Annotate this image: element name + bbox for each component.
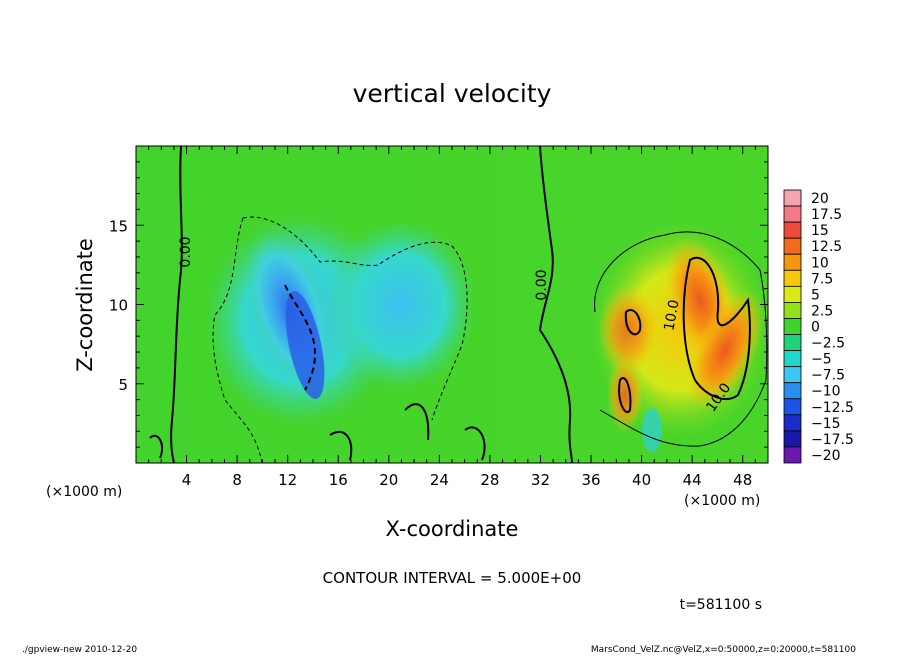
colorbar-swatch bbox=[783, 334, 802, 351]
x-axis-label: X-coordinate bbox=[386, 517, 519, 541]
colorbar-label: −5 bbox=[811, 352, 832, 368]
y-tick-label: 15 bbox=[109, 217, 128, 235]
contour-interval: CONTOUR INTERVAL = 5.000E+00 bbox=[323, 569, 582, 587]
colorbar-swatch bbox=[783, 350, 802, 368]
x-tick-label: 16 bbox=[329, 471, 348, 489]
colorbar-label: 17.5 bbox=[811, 207, 842, 223]
colorbar: 2017.51512.5107.552.50−2.5−5−7.5−10−12.5… bbox=[783, 189, 854, 464]
x-tick-label: 4 bbox=[182, 471, 192, 489]
x-tick-label: 48 bbox=[733, 471, 752, 489]
x-tick-label: 20 bbox=[379, 471, 398, 489]
y-tick-label: 10 bbox=[109, 297, 128, 315]
colorbar-swatch bbox=[783, 302, 802, 319]
chart-title: vertical velocity bbox=[353, 79, 552, 108]
colorbar-label: 0 bbox=[811, 320, 820, 336]
colorbar-label: 2.5 bbox=[811, 303, 833, 319]
x-unit-right: (×1000 m) bbox=[684, 493, 760, 509]
colorbar-swatch bbox=[783, 382, 802, 400]
contour-label: 0.00 bbox=[534, 269, 550, 300]
colorbar-label: 7.5 bbox=[811, 271, 833, 287]
colorbar-swatch bbox=[783, 237, 802, 255]
colorbar-swatch bbox=[783, 269, 802, 287]
colorbar-swatch bbox=[783, 205, 802, 223]
colorbar-label: 5 bbox=[811, 287, 820, 303]
x-tick-label: 44 bbox=[683, 471, 702, 489]
x-tick-label: 40 bbox=[632, 471, 651, 489]
colorbar-label: −12.5 bbox=[811, 400, 854, 416]
colorbar-label: 12.5 bbox=[811, 239, 842, 255]
colorbar-swatch bbox=[783, 430, 802, 448]
colorbar-label: 15 bbox=[811, 223, 829, 239]
x-tick-label: 28 bbox=[480, 471, 499, 489]
footer-left: ./gpview-new 2010-12-20 bbox=[22, 645, 137, 654]
time-label: t=581100 s bbox=[680, 597, 762, 613]
x-tick-label: 36 bbox=[581, 471, 600, 489]
x-tick-label: 32 bbox=[531, 471, 550, 489]
colorbar-swatch bbox=[783, 366, 802, 384]
y-tick-label: 5 bbox=[118, 376, 128, 394]
colorbar-label: 20 bbox=[811, 191, 829, 207]
colorbar-label: −17.5 bbox=[811, 432, 854, 448]
colorbar-swatch bbox=[783, 398, 802, 416]
colorbar-swatch bbox=[783, 253, 802, 271]
colorbar-swatch bbox=[783, 318, 802, 335]
y-axis-label: Z-coordinate bbox=[73, 238, 97, 372]
colorbar-swatch bbox=[783, 285, 802, 303]
colorbar-label: 10 bbox=[811, 255, 829, 271]
colorbar-swatch bbox=[783, 221, 802, 239]
y-axis: 5 10 15 bbox=[109, 161, 768, 448]
colorbar-label: −2.5 bbox=[811, 336, 845, 352]
contour-label: 10.0 bbox=[661, 299, 682, 332]
colorbar-label: −15 bbox=[811, 416, 841, 432]
velocity-field bbox=[136, 146, 768, 463]
footer-right: MarsCond_VelZ.nc@VelZ,x=0:50000,z=0:2000… bbox=[591, 645, 856, 654]
colorbar-label: −7.5 bbox=[811, 368, 845, 384]
colorbar-label: −10 bbox=[811, 384, 841, 400]
x-tick-label: 24 bbox=[430, 471, 449, 489]
x-tick-label: 8 bbox=[232, 471, 242, 489]
colorbar-swatch bbox=[783, 189, 802, 207]
x-tick-label: 12 bbox=[278, 471, 297, 489]
x-unit-left: (×1000 m) bbox=[46, 484, 122, 500]
colorbar-swatch bbox=[783, 446, 802, 464]
x-axis: 4 8 12 16 20 24 28 32 36 40 44 48 bbox=[148, 146, 756, 489]
contour-label: 0.00 bbox=[178, 236, 194, 267]
colorbar-label: −20 bbox=[811, 448, 841, 464]
colorbar-swatch bbox=[783, 414, 802, 432]
